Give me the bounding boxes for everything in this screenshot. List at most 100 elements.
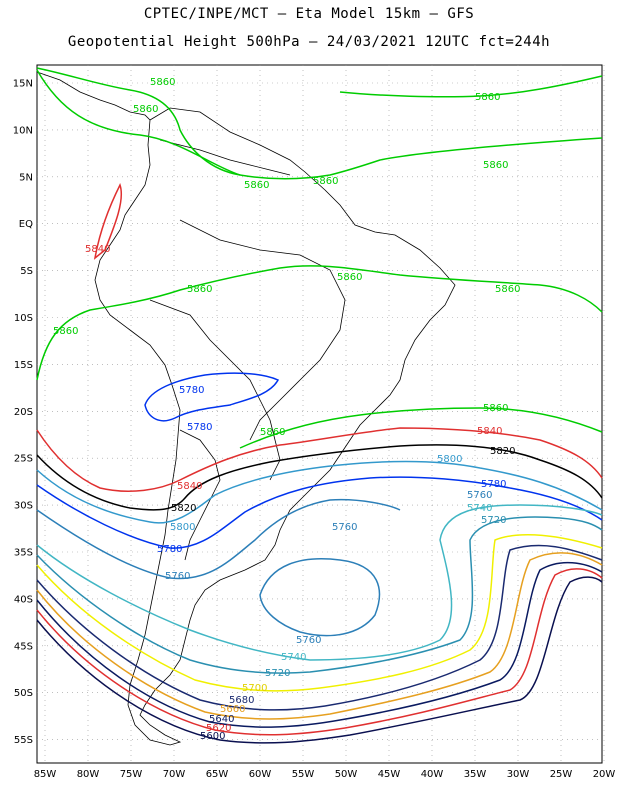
lat-tick-label: 50S [14,688,33,699]
contours [36,67,603,744]
contour-5820 [36,444,603,511]
contour-label: 5720 [265,668,290,679]
graticule [37,65,605,763]
lat-tick-label: 10N [13,125,33,136]
lon-tick-label: 20W [593,769,616,780]
contour-5840 [36,427,603,492]
contour-5740 [36,504,603,661]
argentina-border [179,429,221,561]
contour-label: 5780 [481,479,506,490]
map-title-line1: CPTEC/INPE/MCT — Eta Model 15km — GFS [143,6,475,22]
lat-tick-label: 20S [14,407,33,418]
contour-5860-north [36,67,603,180]
contour-5700 [36,533,603,692]
contour-label: 5600 [200,731,225,742]
contour-5600 [36,576,603,744]
contour-label: 5860 [483,403,508,414]
lon-tick-label: 50W [335,769,358,780]
contour-label: 5740 [281,652,306,663]
lat-tick-label: 35S [14,548,33,559]
contour-5680 [36,544,603,711]
contour-label: 5860 [150,77,175,88]
contour-label: 5860 [53,326,78,337]
contour-label: 5620 [206,723,231,734]
lat-tick-label: 5S [20,266,33,277]
contour-5860-south [36,265,603,381]
lon-tick-label: 80W [77,769,100,780]
central-america [36,71,151,121]
contour-label: 5860 [313,176,338,187]
contour-label: 5860 [495,284,520,295]
lon-tick-label: 65W [206,769,229,780]
contour-5860-lower [239,407,603,449]
lon-tick-label: 25W [550,769,573,780]
contour-label: 5860 [260,427,285,438]
lat-tick-label: 40S [14,594,33,605]
contour-label: 5860 [483,160,508,171]
contour-label: 5780 [179,385,204,396]
lat-tick-label: 15N [13,79,33,90]
contour-label: 5760 [165,571,190,582]
contour-label: 5860 [244,180,269,191]
contour-label: 5760 [467,490,492,501]
coastlines [36,71,456,746]
lon-tick-label: 35W [464,769,487,780]
contour-5880-bolivia [144,372,280,422]
contour-5840-peru [93,183,123,260]
lat-tick-label: 30S [14,501,33,512]
contour-label: 5840 [177,481,202,492]
contour-label: 5780 [187,422,212,433]
lon-tick-label: 70W [163,769,186,780]
contour-5640 [36,561,603,728]
lon-tick-label: 45W [378,769,401,780]
contour-5800 [36,460,603,524]
contour-5620 [36,568,603,736]
contour-5780 [36,476,603,549]
venezuela-border [159,139,291,176]
contour-5760 [36,498,401,580]
axis-ticks: 15N 10N 5N EQ 5S 10S 15S 20S 25S 30S 35S 40S 45S 50S 5… [13,79,616,781]
lat-tick-label: 15S [14,360,33,371]
lat-tick-label: 25S [14,454,33,465]
lat-tick-label: 45S [14,641,33,652]
contour-label: 5780 [157,544,182,555]
contour-5660 [36,552,603,720]
lat-tick-label: 10S [14,313,33,324]
lon-tick-label: 75W [120,769,143,780]
contour-label: 5860 [475,92,500,103]
lon-tick-label: 85W [34,769,57,780]
contour-5720 [36,516,603,674]
lat-tick-label: 5N [19,172,33,183]
contour-label: 5840 [477,426,502,437]
contour-label: 5800 [437,454,462,465]
contour-label: 5760 [332,522,357,533]
contour-label: 5740 [467,503,492,514]
contour-label: 5860 [337,272,362,283]
contour-label: 5800 [170,522,195,533]
lat-tick-label: 55S [14,735,33,746]
contour-label: 5860 [187,284,212,295]
contour-label: 5680 [229,695,254,706]
brazil-border [179,219,346,441]
contour-label: 5820 [171,503,196,514]
contour-label: 5700 [242,683,267,694]
contour-label: 5720 [481,515,506,526]
contour-label: 5760 [296,635,321,646]
contour-label: 5640 [209,714,234,725]
contour-label: 5660 [220,704,245,715]
lon-tick-label: 55W [292,769,315,780]
map-title-line2: Geopotential Height 500hPa — 24/03/2021 … [67,34,551,50]
lat-tick-label: EQ [19,219,33,230]
lon-tick-label: 30W [507,769,530,780]
andes-border [149,299,281,481]
map-frame [36,64,603,764]
south-america-coast [94,107,456,746]
lon-tick-label: 40W [421,769,444,780]
contour-5860-top [339,75,603,98]
contour-label: 5860 [133,104,158,115]
contour-label: 5840 [85,244,110,255]
contour-5860-mid [36,69,241,176]
lon-tick-label: 60W [249,769,272,780]
contour-5760-low [259,558,381,637]
